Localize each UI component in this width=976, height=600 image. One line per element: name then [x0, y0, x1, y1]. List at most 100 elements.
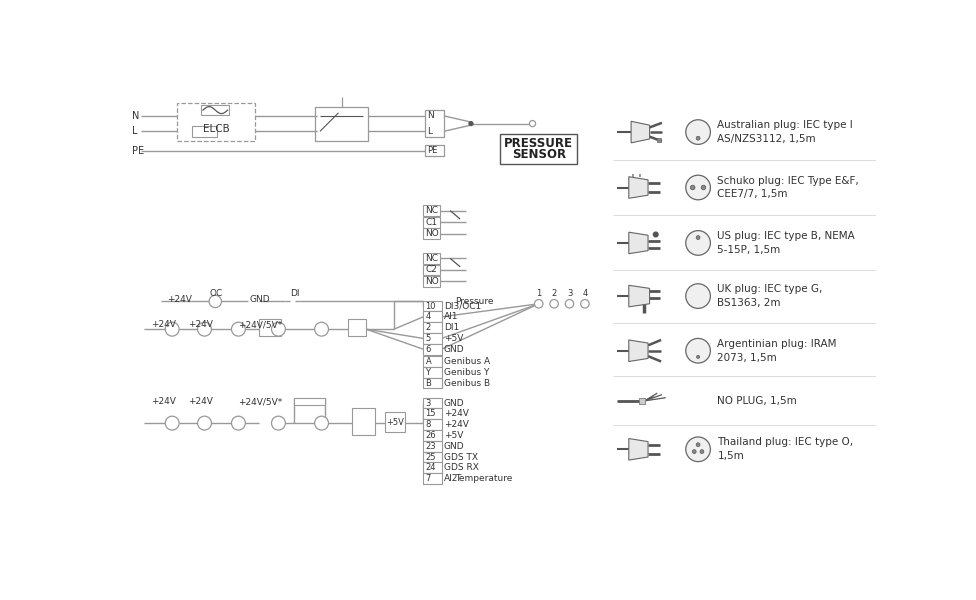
- Bar: [347, 319, 366, 336]
- Text: DI: DI: [290, 289, 300, 298]
- Bar: [315, 107, 368, 141]
- Text: +5V: +5V: [444, 334, 464, 343]
- Text: A: A: [426, 357, 431, 366]
- Polygon shape: [629, 439, 648, 460]
- Text: NC: NC: [426, 206, 438, 215]
- Bar: [260, 319, 281, 336]
- Text: NO: NO: [426, 277, 439, 286]
- Text: +24V/5V*: +24V/5V*: [238, 397, 283, 406]
- Bar: [424, 367, 442, 377]
- Circle shape: [231, 322, 245, 336]
- Circle shape: [209, 295, 222, 308]
- Text: 10: 10: [426, 302, 436, 311]
- Text: PE: PE: [427, 146, 437, 155]
- Circle shape: [686, 120, 711, 145]
- Text: PRESSURE: PRESSURE: [505, 137, 573, 150]
- Bar: [708, 185, 711, 190]
- Text: L: L: [427, 127, 432, 136]
- Text: +24V/5V*: +24V/5V*: [238, 320, 283, 329]
- Text: 2: 2: [551, 289, 556, 298]
- Circle shape: [314, 322, 329, 336]
- Text: Argentinian plug: IRAM
2073, 1,5m: Argentinian plug: IRAM 2073, 1,5m: [717, 339, 836, 363]
- Circle shape: [701, 185, 706, 190]
- Text: +24V: +24V: [167, 295, 191, 304]
- Circle shape: [197, 322, 212, 336]
- Circle shape: [271, 322, 285, 336]
- Bar: [701, 241, 705, 248]
- Text: 26: 26: [426, 431, 436, 440]
- Bar: [424, 409, 442, 419]
- Bar: [424, 441, 442, 452]
- Text: N: N: [132, 111, 140, 121]
- Polygon shape: [629, 232, 648, 254]
- Bar: [425, 145, 444, 156]
- Text: Genibus B: Genibus B: [444, 379, 490, 388]
- Text: +24V: +24V: [444, 409, 468, 418]
- Bar: [424, 333, 442, 344]
- Bar: [424, 377, 442, 388]
- Text: 15: 15: [426, 409, 436, 418]
- Bar: [424, 229, 440, 239]
- Text: 25: 25: [426, 452, 436, 461]
- Polygon shape: [629, 285, 650, 307]
- Text: 6: 6: [426, 344, 430, 353]
- Bar: [192, 126, 217, 137]
- Text: +5V: +5V: [444, 431, 464, 440]
- Circle shape: [686, 230, 711, 255]
- Text: +24V: +24V: [151, 397, 177, 406]
- Text: ELCB: ELCB: [203, 124, 229, 134]
- Bar: [294, 398, 325, 406]
- Bar: [424, 419, 442, 430]
- Circle shape: [231, 416, 245, 430]
- Text: NO: NO: [426, 229, 439, 238]
- Text: NO PLUG, 1,5m: NO PLUG, 1,5m: [717, 396, 797, 406]
- Circle shape: [686, 284, 711, 308]
- Text: DI1: DI1: [444, 323, 460, 332]
- Bar: [424, 311, 442, 322]
- Bar: [657, 138, 661, 142]
- Text: 5: 5: [426, 334, 430, 343]
- Bar: [424, 276, 440, 287]
- Text: Australian plug: IEC type I
AS/NZS3112, 1,5m: Australian plug: IEC type I AS/NZS3112, …: [717, 120, 853, 144]
- Text: GND: GND: [444, 442, 465, 451]
- Text: 4: 4: [426, 313, 430, 322]
- Bar: [686, 185, 689, 190]
- Text: +5V: +5V: [386, 418, 404, 427]
- Polygon shape: [629, 340, 648, 362]
- Text: 4: 4: [583, 289, 588, 298]
- Circle shape: [165, 416, 180, 430]
- Text: Thailand plug: IEC type O,
1,5m: Thailand plug: IEC type O, 1,5m: [717, 437, 853, 461]
- Bar: [424, 217, 440, 227]
- Bar: [424, 356, 442, 367]
- Circle shape: [529, 121, 536, 127]
- Bar: [689, 300, 697, 304]
- Circle shape: [653, 232, 658, 237]
- Bar: [424, 322, 442, 333]
- Bar: [692, 241, 695, 248]
- Circle shape: [697, 355, 700, 358]
- Text: Y: Y: [426, 368, 430, 377]
- Text: 23: 23: [426, 442, 436, 451]
- Text: SENSOR: SENSOR: [511, 148, 566, 161]
- Bar: [424, 301, 442, 311]
- Circle shape: [690, 185, 695, 190]
- Text: L: L: [132, 126, 138, 136]
- Circle shape: [581, 299, 590, 308]
- Text: Temperature: Temperature: [456, 474, 513, 483]
- Text: GDS RX: GDS RX: [444, 463, 479, 472]
- Circle shape: [686, 338, 711, 363]
- Text: GND: GND: [444, 398, 465, 407]
- Circle shape: [314, 416, 329, 430]
- Text: Schuko plug: IEC Type E&F,
CEE7/7, 1,5m: Schuko plug: IEC Type E&F, CEE7/7, 1,5m: [717, 175, 859, 199]
- Text: 3: 3: [567, 289, 572, 298]
- Bar: [201, 105, 229, 115]
- Text: PE: PE: [132, 146, 144, 155]
- Bar: [424, 473, 442, 484]
- Text: 7: 7: [426, 474, 430, 483]
- Circle shape: [696, 443, 700, 446]
- Text: DI3/OC1: DI3/OC1: [444, 302, 481, 311]
- Bar: [424, 398, 442, 409]
- Bar: [424, 253, 440, 264]
- Text: +24V: +24V: [444, 420, 468, 429]
- Text: 1: 1: [536, 289, 542, 298]
